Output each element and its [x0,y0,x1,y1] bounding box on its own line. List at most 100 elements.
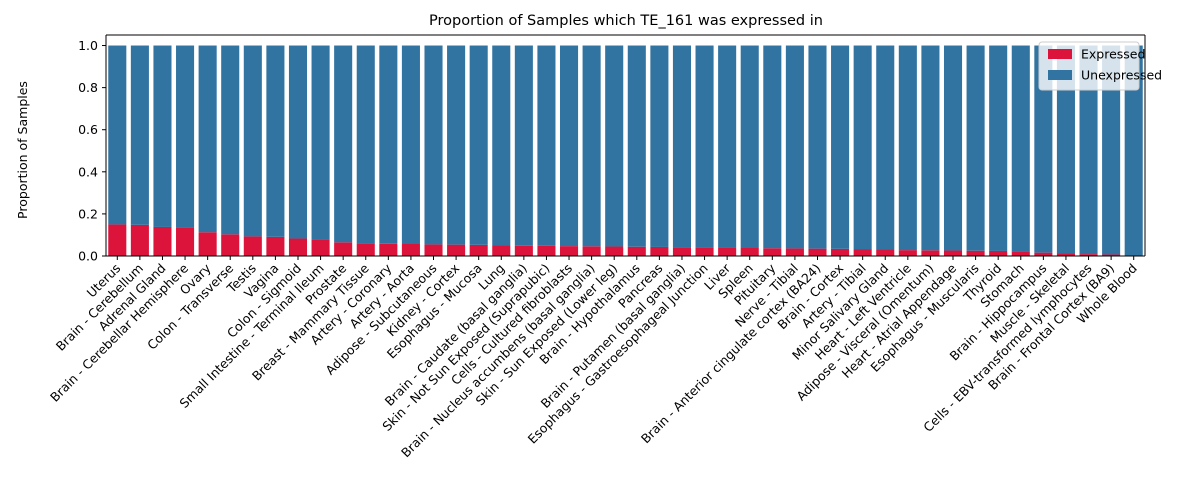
bar-expressed-2 [153,226,172,256]
bar-expressed-43 [1079,254,1098,256]
bar-expressed-36 [921,250,940,256]
bar-unexpressed-37 [943,45,963,251]
bar-unexpressed-5 [221,45,240,235]
bar-unexpressed-36 [921,45,940,251]
bars-group [108,45,1143,256]
bar-unexpressed-42 [1056,45,1075,254]
bar-expressed-26 [695,247,714,256]
bar-expressed-25 [672,247,691,256]
bar-unexpressed-18 [514,45,533,246]
bar-unexpressed-7 [266,45,285,237]
bar-expressed-29 [763,248,782,256]
bar-expressed-21 [582,246,601,256]
bar-expressed-12 [379,243,398,256]
bar-unexpressed-6 [243,45,262,237]
bar-expressed-22 [605,246,624,256]
bar-expressed-15 [447,244,466,256]
bar-unexpressed-38 [966,45,985,251]
bar-unexpressed-43 [1079,45,1098,255]
bar-unexpressed-29 [763,45,782,249]
bar-expressed-31 [808,248,827,256]
bar-expressed-20 [560,246,579,256]
y-tick-label: 0.6 [78,122,98,137]
bar-expressed-23 [627,246,646,256]
bar-unexpressed-30 [785,45,804,249]
bar-expressed-11 [356,243,375,256]
bar-unexpressed-32 [831,45,850,249]
bar-expressed-4 [198,232,217,256]
bar-expressed-13 [401,244,420,256]
bar-expressed-28 [740,248,759,256]
bar-unexpressed-41 [1034,45,1053,253]
bar-expressed-16 [469,244,488,256]
bar-unexpressed-0 [108,45,127,225]
bar-expressed-14 [424,244,443,256]
y-axis-label: Proportion of Samples [15,81,30,219]
bar-expressed-9 [311,239,330,256]
bar-unexpressed-11 [356,45,375,244]
bar-unexpressed-16 [469,45,488,245]
bar-unexpressed-22 [605,45,624,247]
bar-unexpressed-2 [153,45,172,227]
legend-swatch-unexpressed [1048,70,1072,80]
bar-unexpressed-40 [1011,45,1030,252]
bar-expressed-37 [943,250,963,256]
bar-expressed-41 [1034,252,1053,256]
bar-unexpressed-4 [198,45,217,233]
bar-expressed-18 [514,245,533,256]
bar-expressed-34 [876,249,895,256]
bar-expressed-17 [492,245,511,256]
plot-frame [106,34,1146,256]
bar-expressed-35 [898,250,917,256]
y-tick-label: 1.0 [78,38,98,53]
y-axis: 0.0 0.2 0.4 0.6 0.8 1.0 [78,35,107,264]
bar-unexpressed-12 [379,45,398,244]
bar-unexpressed-14 [424,45,443,245]
chart-title: Proportion of Samples which TE_161 was e… [429,13,823,29]
legend-swatch-expressed [1048,49,1072,59]
legend: Expressed Unexpressed [1038,41,1162,91]
bar-expressed-39 [989,250,1008,256]
bar-unexpressed-21 [582,45,601,247]
bar-unexpressed-10 [334,45,353,243]
bar-unexpressed-24 [650,45,669,247]
bar-unexpressed-35 [898,45,917,251]
bar-unexpressed-3 [176,45,195,228]
bar-expressed-3 [176,227,195,256]
legend-label-unexpressed: Unexpressed [1081,68,1162,83]
bar-expressed-27 [718,247,737,256]
bar-unexpressed-39 [989,45,1008,251]
bar-unexpressed-28 [740,45,759,248]
bar-expressed-38 [966,250,985,256]
bar-expressed-33 [853,249,872,256]
bar-unexpressed-9 [311,45,330,240]
bar-expressed-10 [334,242,353,256]
y-tick-label: 0.8 [78,80,98,95]
bar-unexpressed-17 [492,45,511,246]
bar-unexpressed-23 [627,45,646,247]
y-tick-label: 0.0 [78,249,98,264]
bar-expressed-5 [221,234,240,256]
bar-expressed-8 [288,238,308,256]
bar-unexpressed-31 [808,45,827,249]
bar-unexpressed-13 [401,45,420,244]
bar-unexpressed-27 [718,45,737,248]
bar-expressed-6 [243,236,262,256]
legend-label-expressed: Expressed [1081,47,1145,62]
bar-expressed-40 [1011,251,1030,256]
y-tick-label: 0.2 [78,206,98,221]
bar-unexpressed-15 [447,45,466,245]
bar-unexpressed-1 [130,45,149,225]
bar-unexpressed-44 [1102,45,1121,255]
bar-unexpressed-26 [695,45,714,248]
bar-expressed-7 [266,236,285,256]
bar-expressed-1 [130,224,149,256]
bar-unexpressed-34 [876,45,895,250]
bar-expressed-44 [1102,254,1121,256]
bar-expressed-42 [1056,253,1075,256]
bar-expressed-32 [831,248,850,256]
bar-unexpressed-19 [537,45,556,246]
